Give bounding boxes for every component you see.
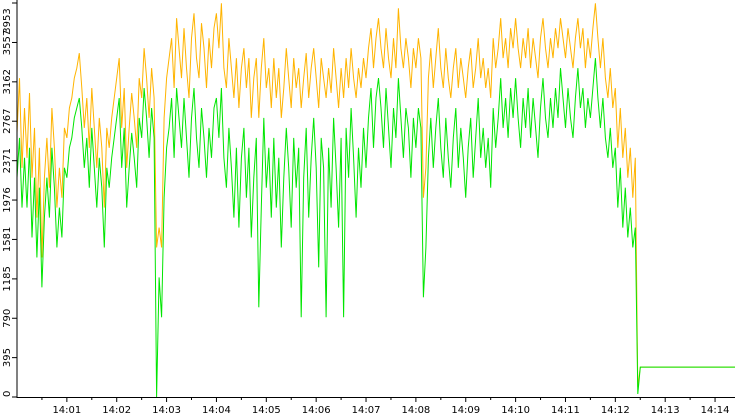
- x-tick-label: 14:14: [701, 405, 730, 415]
- x-tick-label: 14:06: [302, 405, 331, 415]
- x-tick-label: 14:03: [152, 405, 181, 415]
- x-axis-ticks: 14:01 14:02 14:03 14:04 14:05 14:06 14:07 14:08…: [41, 397, 730, 415]
- y-tick-label: 1976: [2, 187, 13, 212]
- x-tick-label: 14:11: [551, 405, 580, 415]
- series-line-2: [16, 58, 735, 398]
- x-tick-label: 14:12: [601, 405, 630, 415]
- y-tick-label: 2371: [2, 148, 13, 173]
- y-tick-label: 2767: [2, 108, 13, 133]
- y-tick-label: 3162: [2, 69, 13, 94]
- y-tick-label: 790: [2, 309, 13, 328]
- y-tick-label: 3953: [2, 8, 13, 33]
- x-tick-label: 14:05: [252, 405, 281, 415]
- series-layer: [16, 3, 735, 398]
- x-tick-label: 14:01: [52, 405, 81, 415]
- y-tick-label: 3557: [2, 30, 13, 55]
- y-tick-label: 0: [2, 391, 13, 397]
- x-tick-label: 14:09: [451, 405, 480, 415]
- x-tick-label: 14:10: [501, 405, 530, 415]
- x-tick-label: 14:07: [352, 405, 381, 415]
- x-tick-label: 14:08: [401, 405, 430, 415]
- x-tick-label: 14:02: [102, 405, 131, 415]
- x-tick-label: 14:13: [651, 405, 680, 415]
- x-tick-label: 14:04: [202, 405, 231, 415]
- y-tick-label: 1185: [2, 266, 13, 291]
- y-tick-label: 395: [2, 348, 13, 367]
- series-line-1: [16, 3, 735, 388]
- y-tick-label: 1581: [2, 227, 13, 252]
